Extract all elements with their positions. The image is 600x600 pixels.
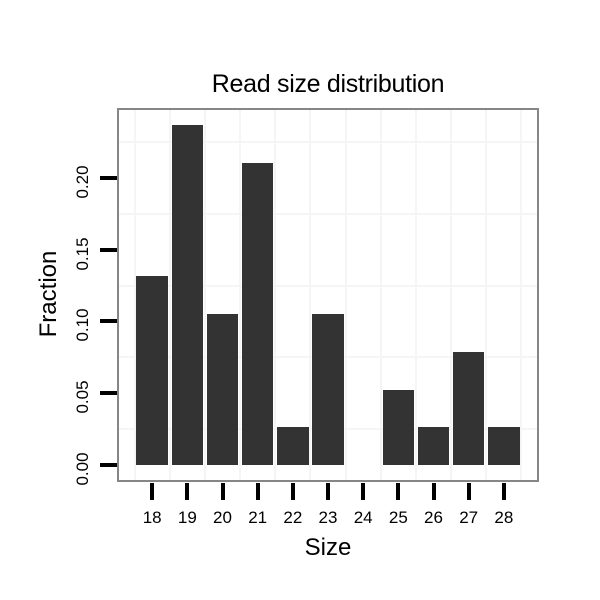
y-tick-label-0.05: 0.05 bbox=[73, 380, 92, 414]
grid-minor-vline bbox=[450, 108, 453, 482]
x-tick-label-25: 25 bbox=[388, 508, 408, 527]
x-tick-22 bbox=[290, 483, 295, 500]
x-tick-28 bbox=[501, 483, 506, 500]
y-tick-label-0.10: 0.10 bbox=[73, 308, 92, 342]
y-tick-label-0.00: 0.00 bbox=[73, 452, 92, 486]
x-tick-25 bbox=[396, 483, 401, 500]
x-tick-label-20: 20 bbox=[213, 508, 232, 527]
grid-minor-vline bbox=[133, 108, 136, 482]
x-axis-title: Size bbox=[304, 534, 352, 561]
x-tick-19 bbox=[185, 483, 190, 500]
grid-minor-vline bbox=[379, 108, 382, 482]
grid-minor-vline bbox=[344, 108, 347, 482]
x-tick-label-28: 28 bbox=[494, 508, 514, 527]
bar-25 bbox=[382, 389, 415, 466]
x-tick-label-18: 18 bbox=[142, 508, 162, 527]
x-tick-label-23: 23 bbox=[318, 508, 338, 527]
grid-minor-hline bbox=[117, 212, 539, 215]
bar-28 bbox=[488, 427, 520, 466]
x-tick-21 bbox=[255, 483, 260, 500]
x-tick-24 bbox=[361, 483, 366, 500]
x-tick-26 bbox=[431, 483, 436, 500]
grid-minor-vline bbox=[239, 108, 242, 482]
y-axis-title: Fraction bbox=[35, 250, 62, 338]
grid-minor-hline bbox=[117, 140, 539, 143]
y-tick-0.00 bbox=[100, 463, 117, 468]
grid-minor-vline bbox=[168, 108, 171, 482]
x-tick-20 bbox=[220, 483, 225, 500]
x-tick-label-26: 26 bbox=[424, 508, 443, 527]
chart-title: Read size distribution bbox=[211, 70, 445, 98]
grid-minor-vline bbox=[485, 108, 488, 482]
grid-minor-hline bbox=[117, 284, 539, 287]
x-tick-label-27: 27 bbox=[459, 508, 479, 527]
grid-minor-vline bbox=[203, 108, 206, 482]
y-tick-0.10 bbox=[100, 319, 117, 324]
x-tick-label-24: 24 bbox=[353, 508, 373, 527]
bar-26 bbox=[417, 427, 450, 466]
grid-minor-vline bbox=[520, 108, 523, 482]
y-tick-label-0.15: 0.15 bbox=[73, 237, 92, 271]
y-tick-label-0.20: 0.20 bbox=[73, 165, 92, 199]
bar-22 bbox=[277, 427, 309, 466]
x-tick-27 bbox=[466, 483, 471, 500]
bar-21 bbox=[241, 162, 274, 466]
x-tick-23 bbox=[326, 483, 330, 500]
x-tick-18 bbox=[150, 483, 155, 500]
y-tick-0.15 bbox=[100, 247, 117, 252]
grid-minor-vline bbox=[309, 108, 312, 482]
bar-18 bbox=[136, 276, 168, 466]
bar-20 bbox=[206, 313, 239, 466]
grid-minor-vline bbox=[414, 108, 417, 482]
x-tick-label-21: 21 bbox=[248, 508, 268, 527]
x-tick-label-22: 22 bbox=[283, 508, 303, 527]
bar-23 bbox=[312, 313, 344, 466]
bar-19 bbox=[171, 124, 204, 466]
bar-27 bbox=[452, 351, 485, 466]
x-tick-label-19: 19 bbox=[177, 508, 197, 527]
grid-minor-vline bbox=[274, 108, 277, 482]
y-tick-0.20 bbox=[100, 175, 117, 180]
y-tick-0.05 bbox=[100, 391, 117, 396]
